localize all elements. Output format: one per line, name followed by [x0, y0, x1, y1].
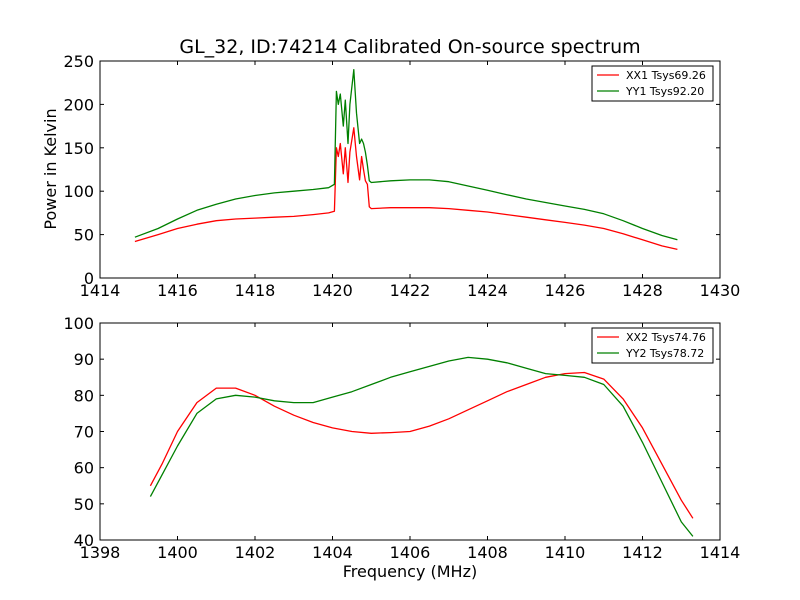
plot0-x-tick-label: 1414 — [80, 281, 121, 300]
plot1-x-tick-label: 1412 — [622, 543, 663, 562]
plot1-series-line-1 — [149, 356, 694, 537]
plot1-x-tick-label: 1398 — [80, 543, 121, 562]
plot1-y-tick-label: 80 — [74, 386, 94, 405]
plot0-x-tick-label: 1430 — [700, 281, 741, 300]
plot0-series-line-0 — [134, 127, 678, 251]
plot0-legend: XX1 Tsys69.26 YY1 Tsys92.20 — [591, 65, 714, 102]
plot1-y-tick-label: 40 — [74, 531, 94, 550]
plot1-x-tick-label: 1402 — [235, 543, 276, 562]
plot1-legend-box — [591, 327, 714, 364]
plot1-legend: XX2 Tsys74.76 YY2 Tsys78.72 — [591, 327, 714, 364]
bottom-plot: 1398 1400 1402 1404 1406 1408 1410 1412 1414 40 50… — [63, 314, 740, 562]
plot0-x-tick-label: 1426 — [545, 281, 586, 300]
top-plot: 1414 1416 1418 1420 1422 1424 1426 1428 1430 0 50 1… — [63, 52, 740, 300]
plot1-y-tick-label: 50 — [74, 495, 94, 514]
plot0-y-tick-label: 250 — [63, 52, 94, 71]
plot1-y-tick-label: 90 — [74, 350, 94, 369]
plot0-legend-label-0: XX1 Tsys69.26 — [626, 69, 706, 82]
plot1-x-tick-label: 1404 — [312, 543, 353, 562]
plot1-x-tick-label: 1410 — [545, 543, 586, 562]
plot1-x-tick-label: 1408 — [467, 543, 508, 562]
plot1-y-tick-label: 100 — [63, 314, 94, 333]
plot0-y-tick-label: 200 — [63, 95, 94, 114]
plot0-y-tick-label: 50 — [74, 226, 94, 245]
plot1-series-line-0 — [149, 371, 694, 519]
plot1-x-tick-label: 1406 — [390, 543, 431, 562]
chart-title: GL_32, ID:74214 Calibrated On-source spe… — [179, 36, 640, 58]
plot0-legend-box — [591, 65, 714, 102]
plot0-x-tick-label: 1422 — [390, 281, 431, 300]
plot0-x-tick-label: 1428 — [622, 281, 663, 300]
plot1-x-tick-label: 1400 — [157, 543, 198, 562]
plot1-x-tick-label: 1414 — [700, 543, 741, 562]
plot0-legend-label-1: YY1 Tsys92.20 — [625, 85, 704, 98]
top-y-axis-label: Power in Kelvin — [41, 108, 60, 229]
plot0-x-tick-label: 1420 — [312, 281, 353, 300]
plot0-x-tick-label: 1416 — [157, 281, 198, 300]
bottom-x-axis-label: Frequency (MHz) — [343, 562, 477, 581]
plot0-y-tick-label: 0 — [84, 269, 94, 288]
plot1-legend-label-0: XX2 Tsys74.76 — [626, 331, 706, 344]
plot0-y-tick-label: 100 — [63, 182, 94, 201]
plot1-y-tick-label: 60 — [74, 459, 94, 478]
plot0-series-line-1 — [134, 69, 678, 241]
plot1-legend-label-1: YY2 Tsys78.72 — [625, 347, 704, 360]
plot0-x-tick-label: 1424 — [467, 281, 508, 300]
plot0-x-tick-label: 1418 — [235, 281, 276, 300]
plot1-y-tick-label: 70 — [74, 423, 94, 442]
plot0-y-tick-label: 150 — [63, 139, 94, 158]
